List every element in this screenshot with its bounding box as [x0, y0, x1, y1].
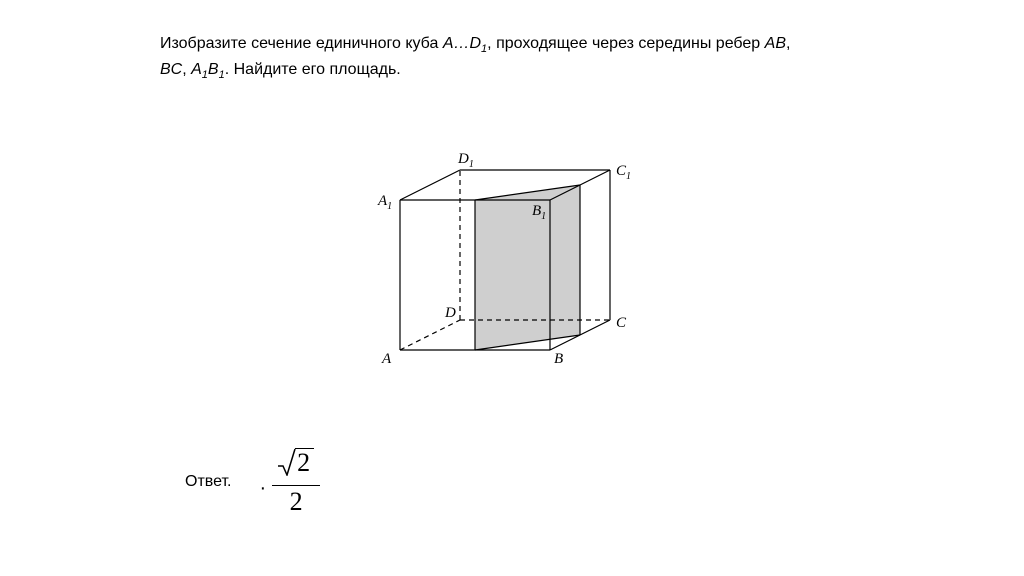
problem-statement: Изобразите сечение единичного куба A…D1,…	[160, 32, 900, 84]
fraction-denominator: 2	[272, 486, 320, 517]
answer-label: Ответ.	[185, 473, 231, 491]
cube-svg: D1C1A1B1DCAB	[320, 120, 700, 380]
text-fragment: , проходящее через середины ребер	[487, 35, 764, 52]
fraction-numerator: 2	[272, 448, 320, 486]
svg-text:D: D	[444, 305, 456, 321]
svg-text:B: B	[554, 351, 563, 367]
svg-text:A: A	[381, 351, 392, 367]
svg-text:C: C	[616, 315, 627, 331]
sqrt: 2	[278, 448, 314, 476]
answer-dot: ·	[259, 477, 266, 500]
svg-text:D1: D1	[457, 151, 474, 170]
cube-figure: D1C1A1B1DCAB	[320, 120, 700, 385]
radical-icon	[278, 448, 296, 476]
text-fragment: ,	[786, 35, 790, 52]
var: A…D	[443, 35, 481, 52]
var: A	[191, 61, 202, 78]
svg-text:C1: C1	[616, 163, 631, 182]
radicand: 2	[295, 448, 314, 476]
var: BC	[160, 61, 182, 78]
text-fragment: . Найдите его площадь.	[225, 61, 401, 78]
text-fragment: Изобразите сечение единичного куба	[160, 35, 443, 52]
var: AB	[765, 35, 786, 52]
var: B	[208, 61, 219, 78]
answer-block: Ответ. · 2 2	[185, 448, 320, 516]
svg-text:A1: A1	[377, 193, 392, 212]
answer-fraction: 2 2	[272, 448, 320, 516]
text-fragment: ,	[182, 61, 191, 78]
page: Изобразите сечение единичного куба A…D1,…	[0, 0, 1024, 576]
